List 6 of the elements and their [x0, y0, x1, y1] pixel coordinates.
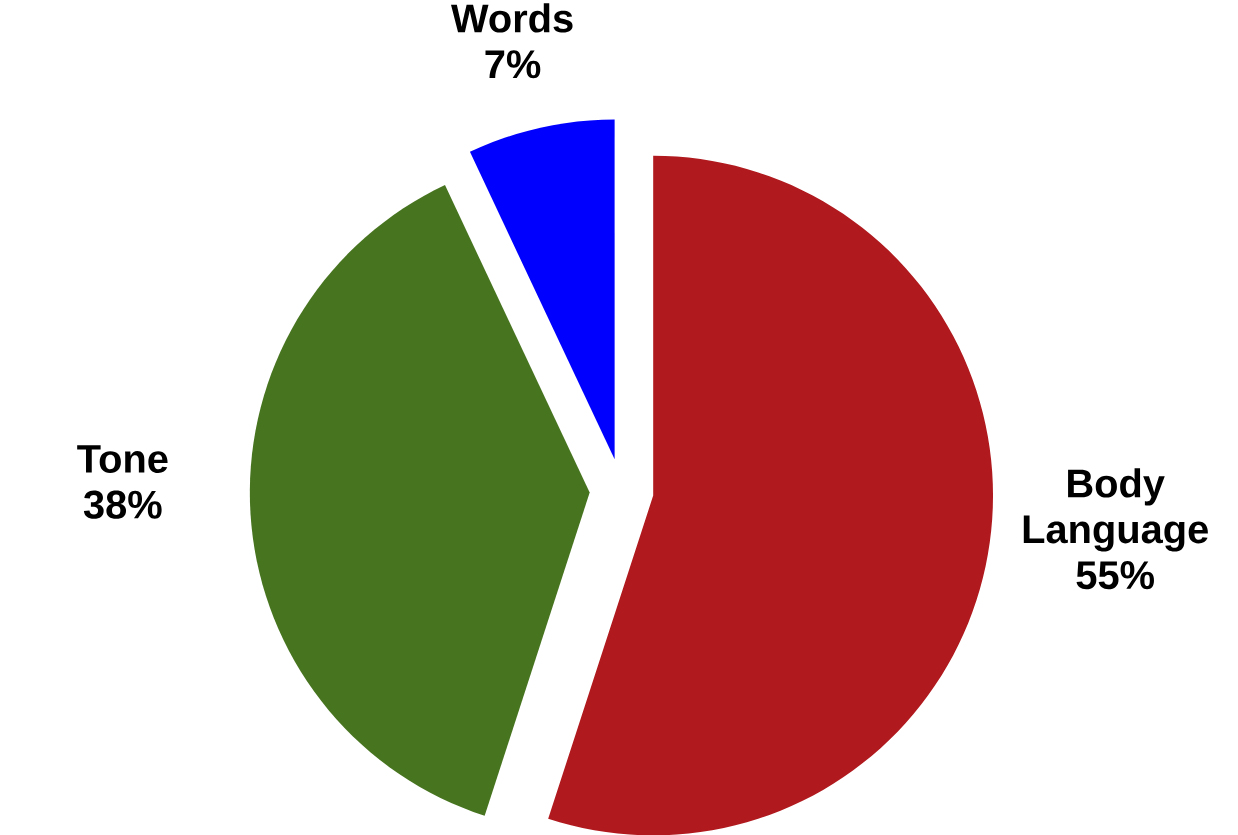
slice-label: Body Language: [1023, 468, 1208, 552]
data-label: 55%: [1076, 560, 1154, 589]
slice-label: Tone: [77, 444, 168, 473]
slice-label: Words: [451, 3, 573, 33]
data-label: 38%: [83, 490, 162, 519]
data-label: 7%: [485, 50, 541, 79]
